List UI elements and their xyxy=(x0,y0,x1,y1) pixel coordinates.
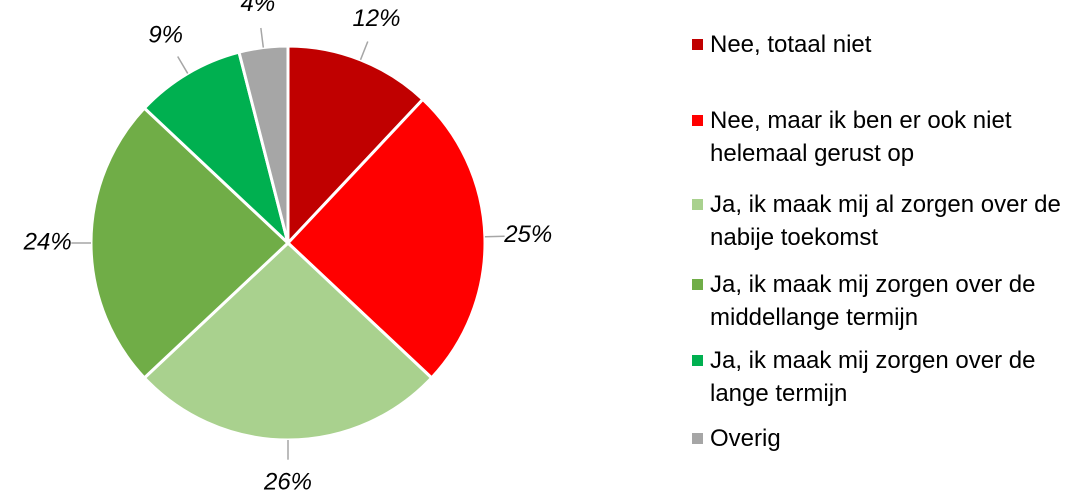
legend-label: Overig xyxy=(710,425,781,452)
leader-line xyxy=(484,235,505,238)
data-label: 4% xyxy=(241,0,276,17)
legend-label: Ja, ik maak mij al zorgen over de nabije… xyxy=(710,191,1061,251)
legend-swatch xyxy=(692,115,703,126)
pie-area: 12% 25% 26% 24% 9% 4% xyxy=(23,0,553,493)
pie-slice xyxy=(286,44,425,247)
legend-item: Overig xyxy=(692,422,1082,455)
legend-swatch xyxy=(692,355,703,366)
legend-item: Ja, ik maak mij zorgen over de middellan… xyxy=(692,268,1082,334)
legend-label: Nee, maar ik ben er ook niet helemaal ge… xyxy=(710,107,1012,167)
legend-swatch xyxy=(692,39,703,50)
pie-slice xyxy=(237,44,290,244)
legend-item: Nee, maar ik ben er ook niet helemaal ge… xyxy=(692,104,1082,170)
pie-slice xyxy=(285,97,487,380)
legend-item: Ja, ik maak mij al zorgen over de nabije… xyxy=(692,188,1082,254)
legend-label: Ja, ik maak mij zorgen over de lange ter… xyxy=(710,347,1036,407)
data-label: 9% xyxy=(148,21,183,48)
leader-line xyxy=(359,41,369,61)
leader-line xyxy=(260,27,265,48)
data-label: 12% xyxy=(352,5,400,32)
legend-swatch xyxy=(692,199,703,210)
data-label: 26% xyxy=(263,469,312,493)
legend-item: Nee, totaal niet xyxy=(692,28,1082,61)
legend-label: Ja, ik maak mij zorgen over de middellan… xyxy=(710,271,1036,331)
legend-swatch xyxy=(692,433,703,444)
data-label: 25% xyxy=(503,221,552,248)
legend-label: Nee, totaal niet xyxy=(710,31,872,58)
legend-swatch xyxy=(692,279,703,290)
leader-line xyxy=(177,56,189,74)
legend-item: Ja, ik maak mij zorgen over de lange ter… xyxy=(692,344,1082,410)
data-label: 24% xyxy=(23,228,72,255)
